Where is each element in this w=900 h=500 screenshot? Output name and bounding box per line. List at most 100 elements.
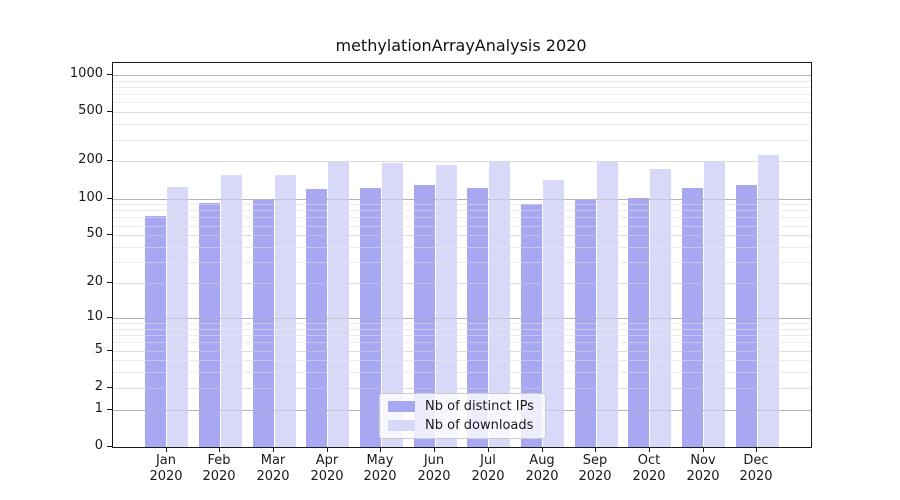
gridline-80 (113, 210, 811, 211)
bar-nb-of-downloads (596, 161, 618, 447)
gridline-7 (113, 335, 811, 336)
bar-nb-of-distinct-ips (682, 187, 704, 447)
y-tick-label-0: 0 (94, 438, 103, 453)
y-tick-mark-2 (107, 387, 112, 388)
gridline-10 (113, 318, 811, 319)
bar-nb-of-downloads (382, 163, 403, 447)
bar-nb-of-distinct-ips (735, 185, 757, 447)
y-tick-label-2: 2 (94, 379, 103, 394)
bar-nb-of-downloads (167, 187, 189, 447)
x-tick-mark-11 (756, 447, 757, 452)
bar-nb-of-downloads (543, 180, 564, 447)
gridline-50 (113, 235, 811, 236)
y-tick-mark-100 (107, 198, 112, 199)
bar-nb-of-downloads (435, 164, 457, 447)
y-tick-mark-50 (107, 234, 112, 235)
y-tick-label-10: 10 (86, 309, 103, 324)
legend-label-downloads: Nb of downloads (425, 418, 534, 433)
x-tick-mark-4 (380, 447, 381, 452)
gridline-9 (113, 323, 811, 324)
gridline-5 (113, 351, 811, 352)
x-tick-mark-9 (649, 447, 650, 452)
bar-nb-of-distinct-ips (574, 200, 596, 447)
y-tick-label-200: 200 (78, 152, 103, 167)
bar-nb-of-downloads (220, 174, 242, 447)
bar-nb-of-downloads (489, 160, 511, 447)
x-tick-label-5: Jun 2020 (417, 453, 451, 484)
bar-nb-of-downloads (328, 161, 350, 447)
x-tick-mark-3 (327, 447, 328, 452)
gridline-100 (113, 199, 811, 200)
gridline-60 (113, 226, 811, 227)
x-tick-label-8: Sep 2020 (578, 453, 612, 484)
y-tick-label-100: 100 (78, 190, 103, 205)
x-tick-label-7: Aug 2020 (525, 453, 559, 484)
x-tick-mark-5 (434, 447, 435, 452)
gridline-600 (113, 102, 811, 103)
legend-swatch-downloads (388, 420, 415, 431)
y-tick-mark-500 (107, 111, 112, 112)
chart-title: methylationArrayAnalysis 2020 (335, 36, 587, 55)
gridlines-layer (113, 63, 811, 447)
bar-nb-of-distinct-ips (521, 203, 542, 447)
x-tick-mark-8 (595, 447, 596, 452)
x-tick-label-2: Mar 2020 (256, 453, 290, 484)
legend-item-distinct-ips: Nb of distinct IPs (388, 399, 537, 414)
x-tick-mark-1 (219, 447, 220, 452)
gridline-3 (113, 372, 811, 373)
y-tick-label-20: 20 (86, 274, 103, 289)
x-tick-label-1: Feb 2020 (202, 453, 236, 484)
bar-nb-of-distinct-ips (252, 199, 274, 447)
x-tick-mark-0 (166, 447, 167, 452)
gridline-30 (113, 262, 811, 263)
x-tick-mark-10 (703, 447, 704, 452)
x-tick-label-0: Jan 2020 (149, 453, 183, 484)
y-tick-label-1000: 1000 (69, 66, 103, 81)
bar-nb-of-distinct-ips (145, 216, 167, 447)
gridline-70 (113, 217, 811, 218)
x-tick-label-6: Jul 2020 (471, 453, 505, 484)
gridline-700 (113, 94, 811, 95)
bar-nb-of-downloads (650, 168, 672, 447)
bar-nb-of-distinct-ips (628, 198, 650, 447)
gridline-800 (113, 87, 811, 88)
x-tick-mark-6 (488, 447, 489, 452)
y-tick-mark-1 (107, 409, 112, 410)
x-tick-mark-7 (542, 447, 543, 452)
bar-nb-of-downloads (704, 161, 726, 447)
y-tick-mark-0 (107, 446, 112, 447)
y-tick-label-50: 50 (86, 226, 103, 241)
y-tick-mark-5 (107, 350, 112, 351)
bar-nb-of-distinct-ips (360, 188, 381, 447)
bar-nb-of-downloads (274, 175, 296, 447)
gridline-20 (113, 283, 811, 284)
gridline-200 (113, 161, 811, 162)
legend: Nb of distinct IPs Nb of downloads (379, 393, 546, 439)
x-tick-label-4: May 2020 (363, 453, 397, 484)
gridline-900 (113, 81, 811, 82)
gridline-40 (113, 247, 811, 248)
bar-nb-of-distinct-ips (306, 188, 328, 447)
legend-label-distinct-ips: Nb of distinct IPs (425, 399, 534, 414)
gridline-300 (113, 140, 811, 141)
gridline-1000 (113, 75, 811, 76)
gridline-400 (113, 124, 811, 125)
x-tick-label-11: Dec 2020 (739, 453, 773, 484)
x-tick-label-9: Oct 2020 (632, 453, 666, 484)
bar-nb-of-distinct-ips (467, 187, 489, 447)
y-tick-mark-200 (107, 160, 112, 161)
gridline-4 (113, 360, 811, 361)
x-tick-label-3: Apr 2020 (310, 453, 344, 484)
gridline-6 (113, 342, 811, 343)
y-tick-mark-10 (107, 317, 112, 318)
bar-nb-of-distinct-ips (413, 184, 435, 447)
legend-swatch-distinct-ips (388, 401, 415, 412)
gridline-8 (113, 329, 811, 330)
x-tick-label-10: Nov 2020 (686, 453, 720, 484)
bar-nb-of-downloads (757, 155, 779, 447)
plot-area: Nb of distinct IPs Nb of downloads (112, 62, 812, 448)
y-tick-label-5: 5 (94, 342, 103, 357)
y-tick-mark-1000 (107, 74, 112, 75)
legend-item-downloads: Nb of downloads (388, 418, 537, 433)
